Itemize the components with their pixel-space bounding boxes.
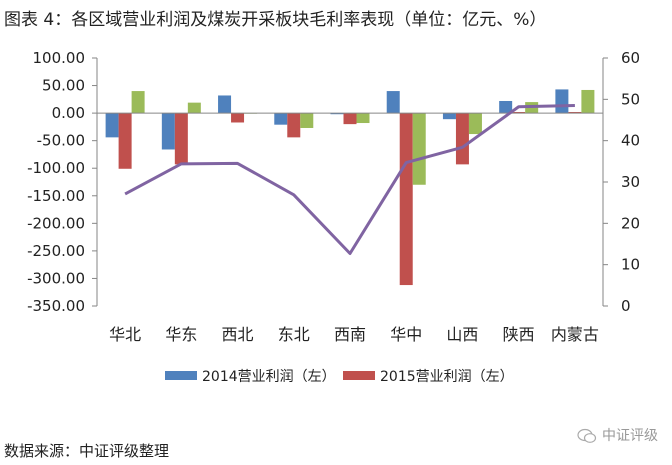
x-category-label: 陕西	[503, 325, 535, 344]
y-left-tick-label: 0.00	[52, 104, 85, 122]
margin-line-2016	[124, 104, 575, 256]
y-left-tick-label: -250.00	[27, 242, 85, 260]
bar-2014-1	[161, 113, 175, 150]
y-right-tick-label: 20	[621, 214, 640, 232]
bar-2016-0	[131, 91, 145, 114]
bar-2015-7	[512, 112, 526, 114]
y-left-tick-label: -200.00	[27, 214, 85, 232]
y-right-tick-label: 10	[621, 256, 640, 274]
wechat-icon	[577, 428, 597, 443]
bar-2016-4	[356, 113, 370, 124]
bar-2015-5	[399, 113, 413, 286]
y-left-tick-label: -300.00	[27, 269, 85, 287]
legend-label-1: 2015营业利润（左）	[380, 369, 514, 385]
legend-swatch-0	[165, 371, 197, 380]
bar-2015-4	[343, 113, 357, 125]
bar-2015-3	[287, 113, 301, 138]
y-left-tick-label: -350.00	[27, 297, 85, 315]
bar-2015-1	[174, 113, 188, 165]
bar-2016-8	[581, 89, 595, 114]
bar-2014-5	[386, 91, 400, 114]
y-right-tick-label: 30	[621, 173, 640, 191]
bar-2016-3	[300, 113, 314, 128]
legend-label-0: 2014营业利润（左）	[202, 369, 336, 385]
watermark-text: 中证评级	[602, 428, 658, 444]
y-left-tick-label: -100.00	[27, 159, 85, 177]
watermark: 中证评级	[577, 427, 658, 445]
bar-2014-2	[218, 95, 232, 114]
x-category-label: 山西	[446, 325, 478, 344]
y-left-tick-label: 50.00	[42, 77, 85, 95]
y-right-tick-label: 60	[621, 49, 640, 67]
x-category-label: 华东	[165, 325, 197, 344]
bar-2014-0	[105, 113, 119, 138]
data-source: 数据来源：中证评级整理	[4, 442, 170, 460]
bar-2015-2	[231, 113, 245, 123]
y-right-tick-label: 40	[621, 132, 640, 150]
bar-2016-5	[412, 113, 426, 185]
bar-2016-6	[468, 113, 482, 135]
y-left-tick-label: -150.00	[27, 187, 85, 205]
y-right-tick-label: 50	[621, 90, 640, 108]
x-category-label: 西北	[222, 325, 254, 344]
chart-title: 图表 4：各区域营业利润及煤炭开采板块毛利率表现（单位：亿元、%）	[4, 10, 547, 30]
x-category-label: 华中	[390, 325, 422, 344]
bar-2014-4	[330, 113, 344, 115]
chart-svg: 100.00 50.00 0.00 -50.00 -100.00 -150.00 -200.…	[27, 49, 640, 415]
bar-2015-0	[118, 113, 132, 169]
bar-2014-3	[274, 113, 288, 125]
chart-area: 100.00 50.00 0.00 -50.00 -100.00 -150.00 -200.…	[0, 36, 672, 415]
x-category-label: 内蒙古	[551, 325, 599, 344]
y-right-tick-label: 0	[621, 297, 631, 315]
x-category-label: 华北	[109, 325, 141, 344]
x-category-label: 东北	[278, 325, 310, 344]
y-left-tick-label: 100.00	[33, 49, 86, 67]
bar-2014-8	[555, 89, 569, 114]
bar-2014-6	[442, 113, 456, 120]
x-category-label: 西南	[334, 325, 366, 344]
bar-2015-8	[568, 112, 582, 114]
bar-2014-7	[499, 100, 513, 114]
bar-2015-6	[455, 113, 469, 165]
bar-2016-1	[187, 102, 201, 114]
legend-swatch-1	[343, 371, 375, 380]
y-left-tick-label: -50.00	[37, 132, 85, 150]
